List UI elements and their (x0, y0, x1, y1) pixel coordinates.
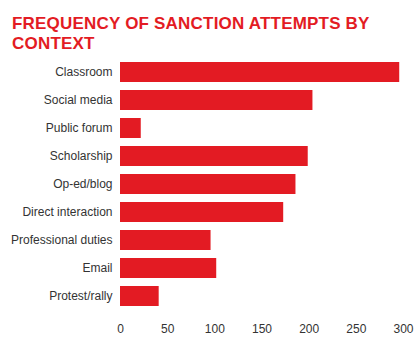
svg-text:150: 150 (252, 322, 272, 336)
svg-text:Professional duties: Professional duties (11, 233, 112, 247)
svg-text:Classroom: Classroom (55, 65, 112, 79)
svg-text:Email: Email (82, 261, 112, 275)
svg-text:100: 100 (205, 322, 225, 336)
svg-text:50: 50 (161, 322, 175, 336)
svg-text:0: 0 (117, 322, 124, 336)
svg-text:300: 300 (393, 322, 413, 336)
svg-text:Direct interaction: Direct interaction (22, 205, 112, 219)
svg-text:Scholarship: Scholarship (50, 149, 113, 163)
svg-text:200: 200 (299, 322, 319, 336)
html-text:FREQUENCY OF SANCTION ATTEMPTS: FREQUENCY OF SANCTION ATTEMPTS BY CONTEX… (12, 14, 370, 53)
svg-text:Social media: Social media (44, 93, 113, 107)
svg-text:Public forum: Public forum (46, 121, 113, 135)
svg-text:Protest/rally: Protest/rally (49, 289, 112, 303)
svg-text:Op-ed/blog: Op-ed/blog (53, 177, 112, 191)
svg-text:250: 250 (346, 322, 366, 336)
